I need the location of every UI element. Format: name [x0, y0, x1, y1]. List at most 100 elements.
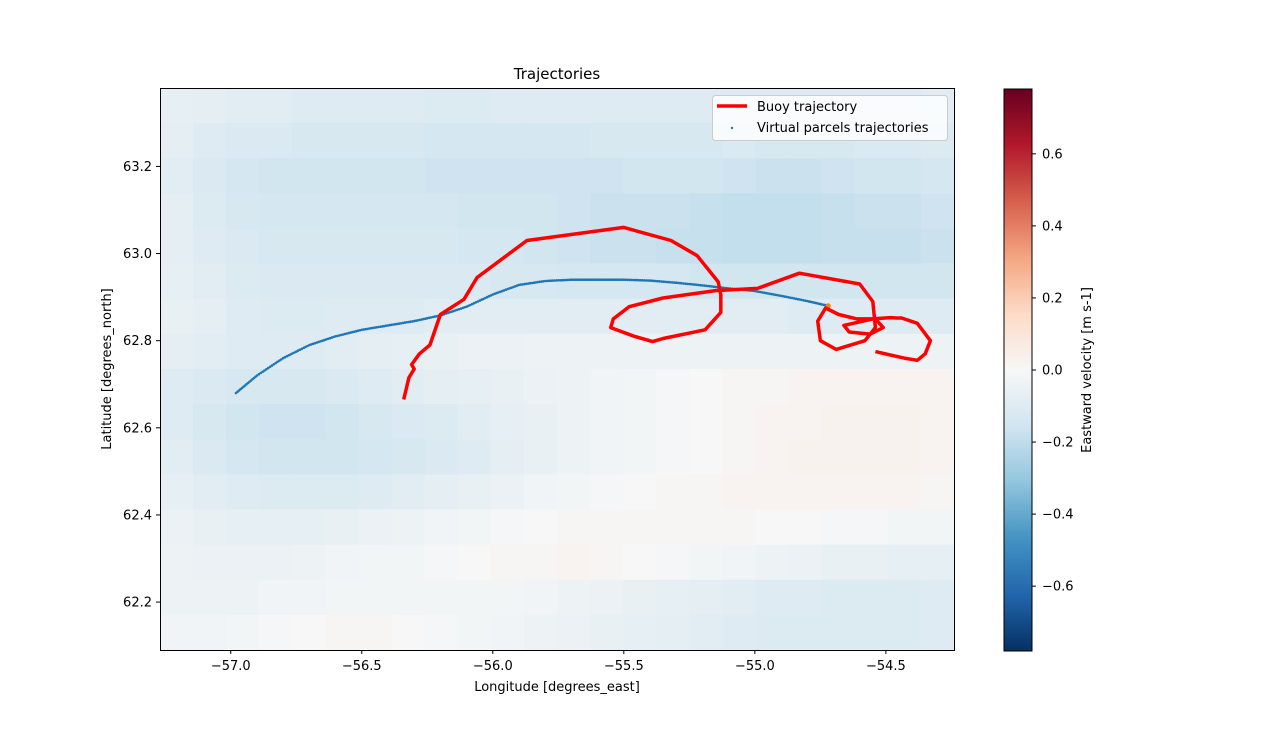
field-cell [722, 263, 757, 300]
field-cell [325, 369, 360, 405]
field-cell [160, 404, 194, 440]
parcel-point [688, 282, 691, 286]
parcel-point [581, 278, 584, 282]
parcel-point [528, 281, 532, 285]
field-cell [490, 474, 525, 511]
parcel-point [545, 279, 549, 283]
field-cell [854, 193, 889, 230]
field-cell [226, 263, 260, 300]
parcel-point [611, 278, 614, 282]
field-cell [259, 439, 293, 475]
field-cell [226, 579, 260, 616]
field-cell [590, 333, 624, 370]
parcel-point [631, 278, 635, 282]
field-cell [259, 158, 293, 194]
parcel-point [697, 283, 700, 287]
parcel-point [266, 366, 270, 370]
field-cell [590, 88, 624, 124]
field-cell [226, 88, 260, 124]
x-tick-label: −55.5 [604, 659, 644, 674]
field-cell [292, 474, 327, 511]
field-cell [457, 404, 492, 440]
field-cell [623, 369, 657, 405]
field-cell [821, 193, 856, 230]
field-cell [490, 509, 525, 546]
field-cell [920, 193, 955, 230]
field-cell [523, 123, 558, 159]
field-cell [755, 474, 790, 511]
field-cell [689, 509, 724, 546]
field-cell [788, 333, 823, 370]
parcel-point [598, 278, 601, 282]
y-axis-label: Latitude [degrees_north] [100, 288, 115, 449]
field-cell [259, 474, 293, 511]
field-cell [887, 193, 922, 230]
y-tick-label: 63.0 [123, 247, 152, 262]
field-cell [457, 193, 492, 230]
field-cell [457, 333, 492, 370]
field-cell [788, 474, 823, 511]
parcel-point [557, 279, 560, 282]
field-cell [160, 614, 194, 651]
parcel-point [564, 278, 568, 282]
field-cell [854, 579, 889, 616]
field-cell [457, 369, 492, 405]
field-cell [424, 333, 459, 370]
buoy-trajectory-line [401, 225, 933, 400]
parcel-point [643, 279, 646, 282]
field-cell [160, 369, 194, 405]
parcel-point [630, 278, 633, 282]
parcel-point [579, 278, 583, 282]
field-cell [755, 439, 790, 475]
colorbar [1003, 88, 1033, 652]
field-cell [920, 439, 955, 475]
field-cell [193, 88, 227, 124]
field-cell [523, 369, 558, 405]
field-cell [755, 369, 790, 405]
field-cell [424, 474, 459, 511]
field-cell [523, 544, 558, 581]
field-cell [854, 474, 889, 511]
field-cell [821, 333, 856, 370]
parcel-point [549, 279, 553, 283]
field-cell [358, 333, 393, 370]
field-cell [722, 614, 757, 651]
field-cell [656, 579, 690, 616]
field-cell [523, 193, 558, 230]
field-cell [325, 263, 360, 300]
field-cell [788, 439, 823, 475]
field-cell [557, 614, 591, 651]
field-cell [557, 579, 591, 616]
field-cell [226, 158, 260, 194]
parcel-point [573, 278, 577, 282]
field-cell [292, 544, 327, 581]
field-cell [292, 404, 327, 440]
field-cell [623, 579, 657, 616]
field-cell [193, 404, 227, 440]
parcel-point [633, 278, 637, 282]
field-cell [292, 439, 327, 475]
field-cell [557, 333, 591, 370]
field-cell [358, 123, 393, 159]
field-cell [391, 579, 426, 616]
parcel-point [635, 278, 639, 282]
field-cell [391, 298, 426, 335]
field-cell [292, 158, 327, 194]
parcel-point [276, 360, 279, 364]
field-cell [656, 158, 690, 194]
field-cell [523, 228, 558, 265]
parcel-point [714, 285, 717, 289]
colorbar-tick-label: 0.0 [1042, 364, 1063, 379]
parcel-point [615, 278, 618, 282]
field-cell [226, 439, 260, 475]
field-cell [358, 369, 393, 405]
field-cell [292, 123, 327, 159]
field-cell [292, 579, 327, 616]
field-cell [259, 579, 293, 616]
field-cell [325, 228, 360, 265]
colorbar-tick-label: 0.4 [1042, 219, 1063, 234]
field-cell [193, 228, 227, 265]
field-cell [424, 614, 459, 651]
field-cell [160, 579, 194, 616]
legend-parcels-label: Virtual parcels trajectories [757, 121, 929, 136]
